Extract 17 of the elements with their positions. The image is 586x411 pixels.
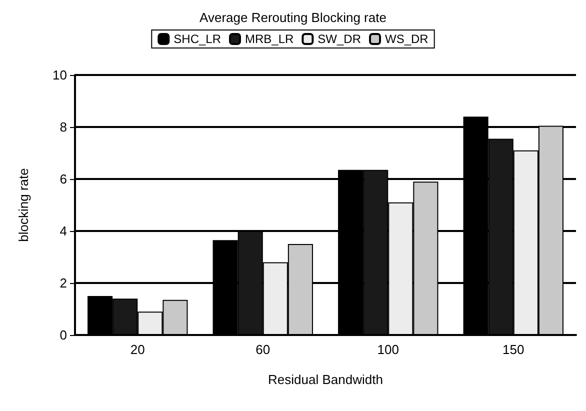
- x-tick-label: 100: [377, 342, 399, 357]
- legend-label: MRB_LR: [245, 32, 294, 46]
- x-tick-label: 60: [256, 342, 270, 357]
- y-tick-label: 2: [60, 276, 67, 290]
- y-tick-label: 10: [52, 68, 67, 82]
- x-tick-label: 20: [130, 342, 145, 357]
- y-tick-label: 4: [60, 224, 67, 238]
- chart-title: Average Rerouting Blocking rate: [200, 10, 386, 25]
- legend-label: SW_DR: [318, 32, 362, 46]
- y-tick-label: 6: [60, 172, 67, 186]
- y-tick-label: 8: [60, 120, 67, 134]
- legend-label: SHC_LR: [174, 32, 222, 46]
- x-tick-label: 150: [502, 342, 524, 357]
- x-axis-title: Residual Bandwidth: [268, 372, 383, 387]
- legend-label: WS_DR: [385, 32, 429, 46]
- y-axis-title: blocking rate: [16, 168, 31, 242]
- y-tick-label: 0: [60, 328, 67, 342]
